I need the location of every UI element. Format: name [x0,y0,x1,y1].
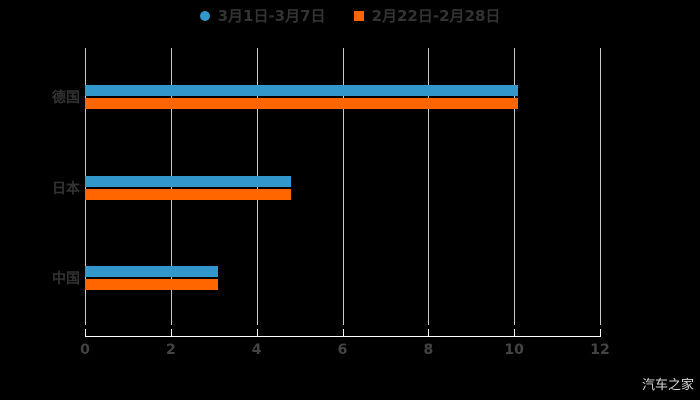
x-axis-tick-0 [85,329,86,337]
category-label-2: 中国 [52,271,80,287]
x-axis-tick-8 [428,329,430,337]
legend-label-series-1: 3月1日-3月7日 [217,7,326,25]
category-label-1: 日本 [52,180,80,197]
chart-legend: 3月1日-3月7日 2月22日-2月28日 [0,5,700,26]
gridline-x-6 [342,48,344,325]
bar-日本-series-2 [85,188,291,200]
x-axis-tick-label-4: 4 [251,342,262,358]
legend-item-series-1[interactable]: 3月1日-3月7日 [199,5,326,26]
x-axis-tick-6 [342,329,344,337]
x-axis-tick-10 [514,329,516,337]
x-axis-tick-12 [600,329,601,337]
bar-中国-series-1 [85,266,219,277]
x-axis-tick-4 [256,329,258,337]
bar-日本-series-1 [85,175,291,187]
gridline-x-10 [514,48,516,325]
legend-label-series-2: 2月22日-2月28日 [371,7,501,25]
series-2-marker-icon [353,10,364,21]
bar-德国-series-2 [85,98,519,109]
x-axis-tick-label-12: 12 [590,342,610,358]
series-1-marker-icon [199,10,210,21]
x-axis-tick-label-8: 8 [423,342,434,358]
bar-中国-series-2 [85,279,219,290]
legend-item-series-2[interactable]: 2月22日-2月28日 [353,5,501,26]
category-label-0: 德国 [52,90,80,106]
x-axis-tick-label-6: 6 [337,342,348,358]
gridline-x-8 [428,48,430,325]
bar-德国-series-1 [85,85,519,96]
gridline-x-4 [256,48,258,325]
plot-area: 0 2 4 6 8 10 12 [80,48,610,358]
x-axis-tick-label-0: 0 [80,342,90,358]
x-axis-tick-label-2: 2 [165,342,176,358]
gridline-x-0 [85,48,86,325]
x-axis-tick-2 [170,329,172,337]
x-axis-tick-label-10: 10 [504,342,524,358]
gridline-x-2 [170,48,172,325]
gridline-x-12 [600,48,601,325]
watermark: 汽车之家 [641,378,694,393]
